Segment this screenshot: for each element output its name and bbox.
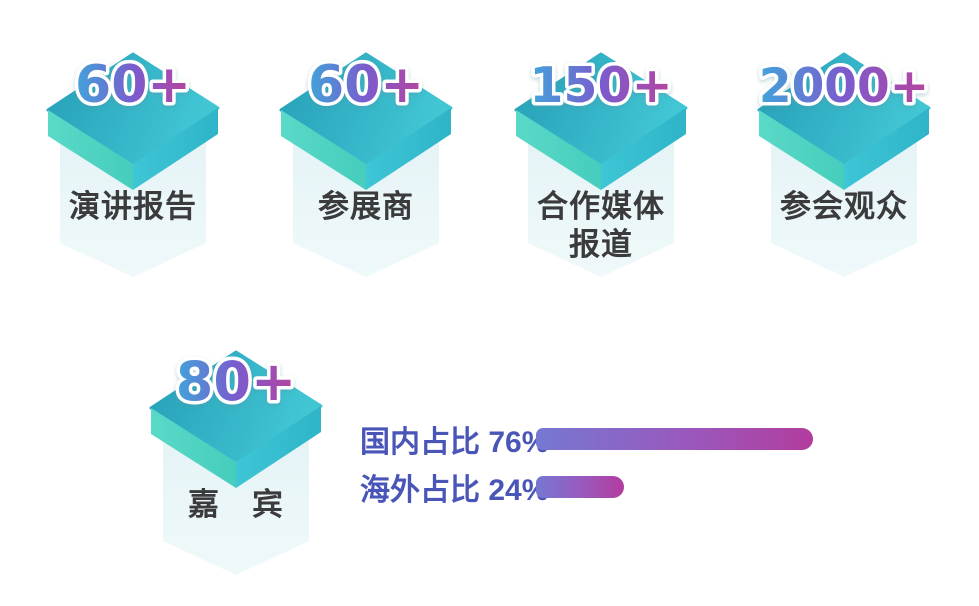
bar-domestic <box>536 428 813 450</box>
bar-label-overseas: 海外占比 24% <box>360 474 549 507</box>
stat-value: 60+ <box>75 55 191 115</box>
platform-right-face <box>236 406 321 488</box>
bar-row-overseas: 海外占比 24% <box>360 470 813 507</box>
platform-left-face <box>516 110 601 190</box>
platform-left-face <box>151 408 236 488</box>
stat-cube-graphic: 150+ <box>514 52 688 277</box>
stat-card-attendees: 2000+ 参会观众 <box>724 40 964 290</box>
bar-row-domestic: 国内占比 76% <box>360 422 813 459</box>
platform-right-face <box>133 108 218 190</box>
stat-value: 60+ <box>308 55 424 115</box>
stat-card-exhibitors: 60+ 参展商 <box>246 40 486 290</box>
platform-left-face <box>281 110 366 190</box>
stat-cube-graphic: 60+ <box>279 52 453 277</box>
stat-value: 2000+ <box>759 59 929 114</box>
stat-label: 合作媒体 报道 <box>537 189 665 262</box>
stat-cube-graphic: 80+ <box>149 347 323 575</box>
share-bar-chart: 国内占比 76% 海外占比 24% <box>360 422 813 518</box>
stat-value: 80+ <box>176 350 296 413</box>
bar-label-domestic: 国内占比 76% <box>360 426 549 459</box>
stat-cube-graphic: 60+ <box>46 52 220 277</box>
stat-label: 参展商 <box>318 189 414 224</box>
platform-right-face <box>366 108 451 190</box>
platform-right-face <box>844 108 929 190</box>
platform-left-face <box>759 110 844 190</box>
stat-card-speeches: 60+ 演讲报告 <box>13 40 253 290</box>
stat-label: 嘉 宾 <box>188 487 284 522</box>
platform-left-face <box>48 110 133 190</box>
platform-right-face <box>601 108 686 190</box>
stat-label: 参会观众 <box>780 189 908 224</box>
stat-value: 150+ <box>529 57 672 114</box>
stat-cube-graphic: 2000+ <box>755 52 933 277</box>
bar-overseas <box>536 476 624 498</box>
stat-card-guests: 80+ 嘉 宾 <box>116 338 356 588</box>
stat-card-media-reports: 150+ 合作媒体 报道 <box>481 40 721 290</box>
stat-label: 演讲报告 <box>69 189 197 224</box>
